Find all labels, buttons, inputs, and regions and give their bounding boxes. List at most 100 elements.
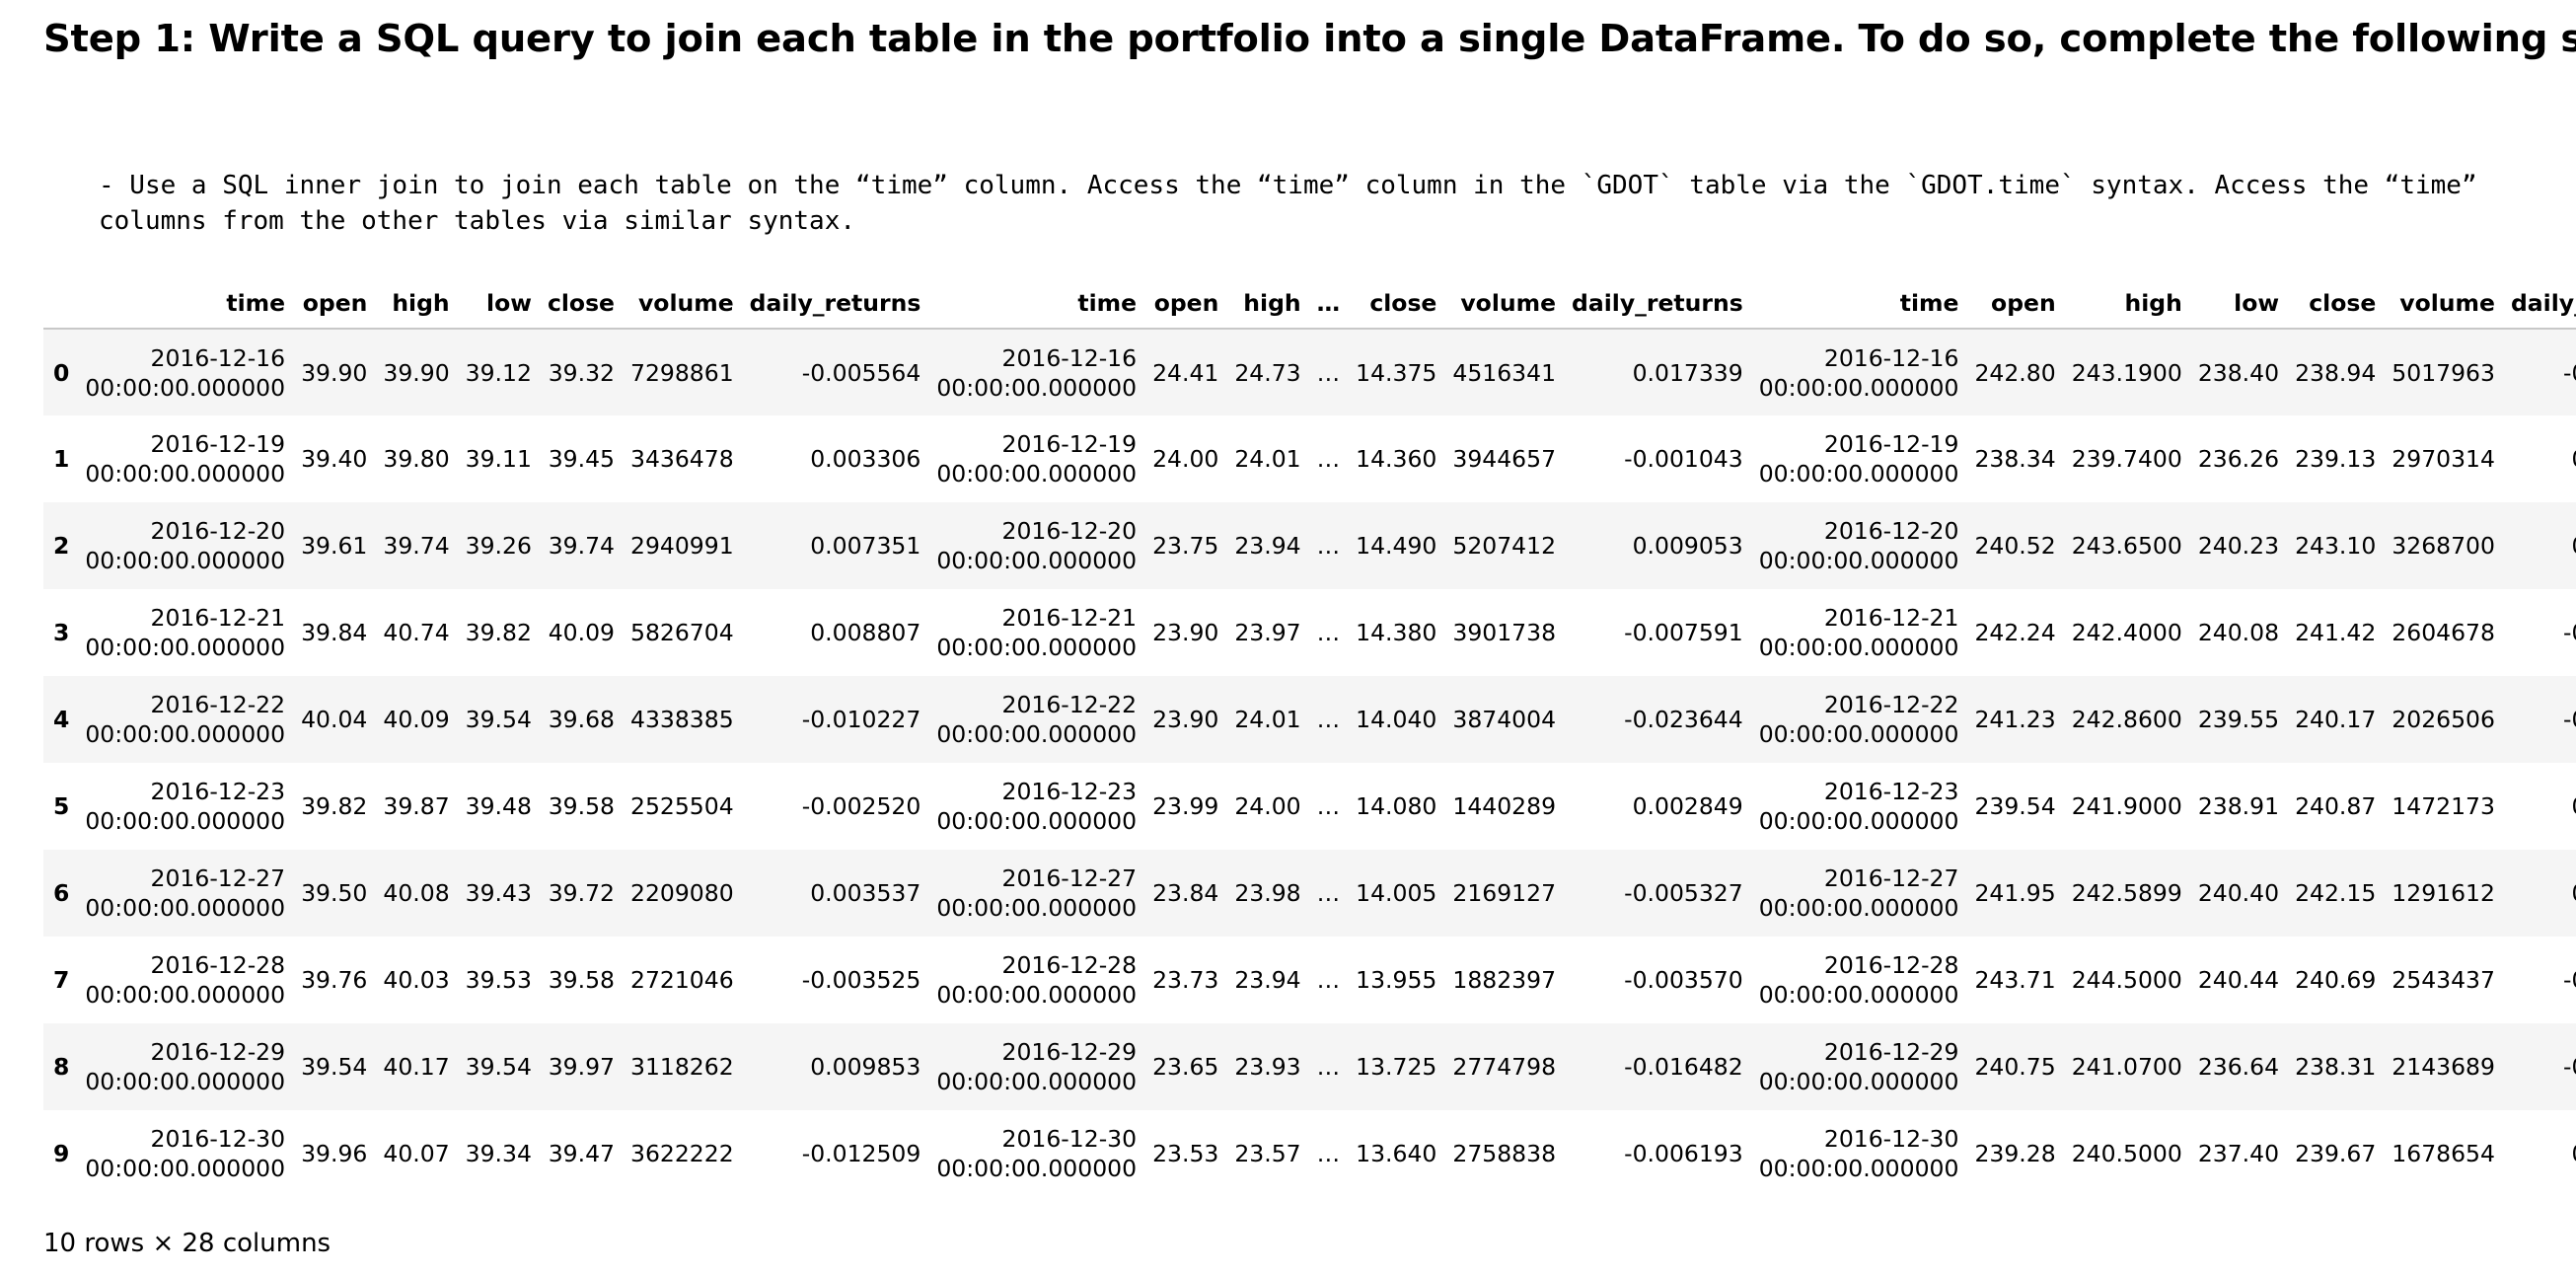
time-clock: 00:00:00.000000 xyxy=(936,547,1138,574)
table-row: 3 2016-12-21 00:00:00.000000 39.84 40.74 39.8… xyxy=(43,589,2576,676)
table-cell: 238.34 xyxy=(1974,445,2056,473)
time-clock: 00:00:00.000000 xyxy=(936,1068,1138,1095)
table-cell: -0.001043 xyxy=(1624,445,1743,473)
table-cell: 3901738 xyxy=(1452,619,1557,646)
table-cell: 39.50 xyxy=(301,879,368,907)
table-cell: 239.54 xyxy=(1974,792,2056,820)
table-cell: 39.80 xyxy=(383,445,450,473)
time-date: 2016-12-23 xyxy=(1001,778,1138,805)
time-clock: 00:00:00.000000 xyxy=(85,373,286,402)
time-cell: 2016-12-21 00:00:00.000000 xyxy=(77,589,293,676)
column-header: time xyxy=(928,278,1145,330)
table-cell: 240.44 xyxy=(2197,966,2280,994)
table-cell: 240.17 xyxy=(2295,706,2377,733)
table-cell: 239.67 xyxy=(2295,1140,2377,1167)
table-cell: 236.26 xyxy=(2197,445,2280,473)
column-header: time xyxy=(77,278,294,330)
table-row: 5 2016-12-23 00:00:00.000000 39.82 39.87 39.4… xyxy=(43,763,2576,850)
column-header: daily_returns xyxy=(2502,278,2576,330)
table-cell: 0.002915 xyxy=(2503,763,2576,850)
table-cell: 241.42 xyxy=(2295,619,2377,646)
table-cell: 23.75 xyxy=(1152,532,1219,560)
time-date: 2016-12-30 xyxy=(1001,1125,1138,1153)
table-cell: 24.73 xyxy=(1234,358,1301,387)
table-cell: 243.6500 xyxy=(2071,532,2182,560)
table-cell: 39.72 xyxy=(548,879,615,907)
table-cell: 39.11 xyxy=(465,445,532,473)
time-cell: 2016-12-19 00:00:00.000000 xyxy=(1751,415,1967,502)
time-clock: 00:00:00.000000 xyxy=(1758,634,1959,661)
table-cell: 242.5899 xyxy=(2071,879,2182,907)
table-cell: 14.080 xyxy=(1356,792,1437,820)
time-clock: 00:00:00.000000 xyxy=(936,634,1138,661)
table-row: 9 2016-12-30 00:00:00.000000 39.96 40.07 39.3… xyxy=(43,1110,2576,1197)
dataframe-shape-caption: 10 rows × 28 columns xyxy=(43,1229,331,1258)
table-cell: 240.23 xyxy=(2197,532,2280,560)
time-date: 2016-12-21 xyxy=(1001,604,1138,632)
time-date: 2016-12-30 xyxy=(1823,1125,1959,1153)
table-cell: 7298861 xyxy=(630,358,734,387)
table-cell: 0.016602 xyxy=(2503,502,2576,589)
column-header: high xyxy=(2063,278,2190,330)
time-clock: 00:00:00.000000 xyxy=(1758,460,1959,488)
table-cell: 2143689 xyxy=(2392,1053,2495,1081)
table-cell: 3874004 xyxy=(1452,706,1557,733)
time-clock: 00:00:00.000000 xyxy=(85,1068,286,1095)
time-cell: 2016-12-21 00:00:00.000000 xyxy=(928,589,1144,676)
time-clock: 00:00:00.000000 xyxy=(1758,720,1959,748)
table-cell: 24.01 xyxy=(1234,445,1301,473)
column-header: open xyxy=(1966,278,2064,330)
table-cell: 241.9000 xyxy=(2071,792,2182,820)
row-index: 9 xyxy=(53,1140,70,1167)
table-cell: 239.13 xyxy=(2295,445,2377,473)
table-cell: -0.016482 xyxy=(1624,1053,1743,1081)
time-clock: 00:00:00.000000 xyxy=(1758,981,1959,1009)
table-cell: 23.53 xyxy=(1152,1140,1219,1167)
row-index: 1 xyxy=(53,445,70,473)
time-cell: 2016-12-29 00:00:00.000000 xyxy=(1751,1023,1967,1110)
table-cell: … xyxy=(1316,1140,1341,1167)
time-date: 2016-12-27 xyxy=(150,864,286,892)
time-cell: 2016-12-22 00:00:00.000000 xyxy=(1751,676,1967,763)
time-cell: 2016-12-20 00:00:00.000000 xyxy=(928,502,1144,589)
table-cell: 0.003306 xyxy=(810,445,921,473)
time-clock: 00:00:00.000000 xyxy=(936,373,1138,402)
table-cell: 0.003537 xyxy=(810,879,921,907)
table-cell: 3944657 xyxy=(1452,445,1557,473)
table-cell: 14.360 xyxy=(1356,445,1437,473)
table-cell: … xyxy=(1316,619,1341,646)
column-header: high xyxy=(375,278,458,330)
table-cell: 23.98 xyxy=(1234,879,1301,907)
table-cell: 39.26 xyxy=(465,532,532,560)
time-date: 2016-12-16 xyxy=(1001,343,1138,372)
time-cell: 2016-12-23 00:00:00.000000 xyxy=(1751,763,1967,850)
time-date: 2016-12-19 xyxy=(150,430,286,458)
table-cell: 3118262 xyxy=(630,1053,734,1081)
row-index: 4 xyxy=(53,706,70,733)
table-cell: 24.00 xyxy=(1152,445,1219,473)
time-clock: 00:00:00.000000 xyxy=(1758,894,1959,922)
table-cell: 39.87 xyxy=(383,792,450,820)
table-cell: 40.74 xyxy=(383,619,450,646)
table-cell: 13.955 xyxy=(1356,966,1437,994)
table-cell: 238.31 xyxy=(2295,1053,2377,1081)
table-cell: -0.010227 xyxy=(801,706,921,733)
table-cell: 5826704 xyxy=(630,619,734,646)
table-row: 0 2016-12-16 00:00:00.000000 39.90 39.90 39.1… xyxy=(43,329,2576,415)
time-clock: 00:00:00.000000 xyxy=(1758,373,1959,402)
table-cell: 2774798 xyxy=(1452,1053,1557,1081)
table-cell: 238.40 xyxy=(2197,358,2280,387)
table-cell: 39.58 xyxy=(548,792,615,820)
table-cell: 39.74 xyxy=(383,532,450,560)
table-cell: 23.73 xyxy=(1152,966,1219,994)
time-clock: 00:00:00.000000 xyxy=(85,547,286,574)
table-cell: 1472173 xyxy=(2392,792,2495,820)
table-cell: 240.69 xyxy=(2295,966,2377,994)
table-cell: 39.61 xyxy=(301,532,368,560)
table-cell: 242.8600 xyxy=(2071,706,2182,733)
column-header: open xyxy=(293,278,376,330)
table-cell: -0.002520 xyxy=(801,792,921,820)
column-header: volume xyxy=(1444,278,1565,330)
table-cell: 39.47 xyxy=(548,1140,615,1167)
table-cell: 23.93 xyxy=(1234,1053,1301,1081)
